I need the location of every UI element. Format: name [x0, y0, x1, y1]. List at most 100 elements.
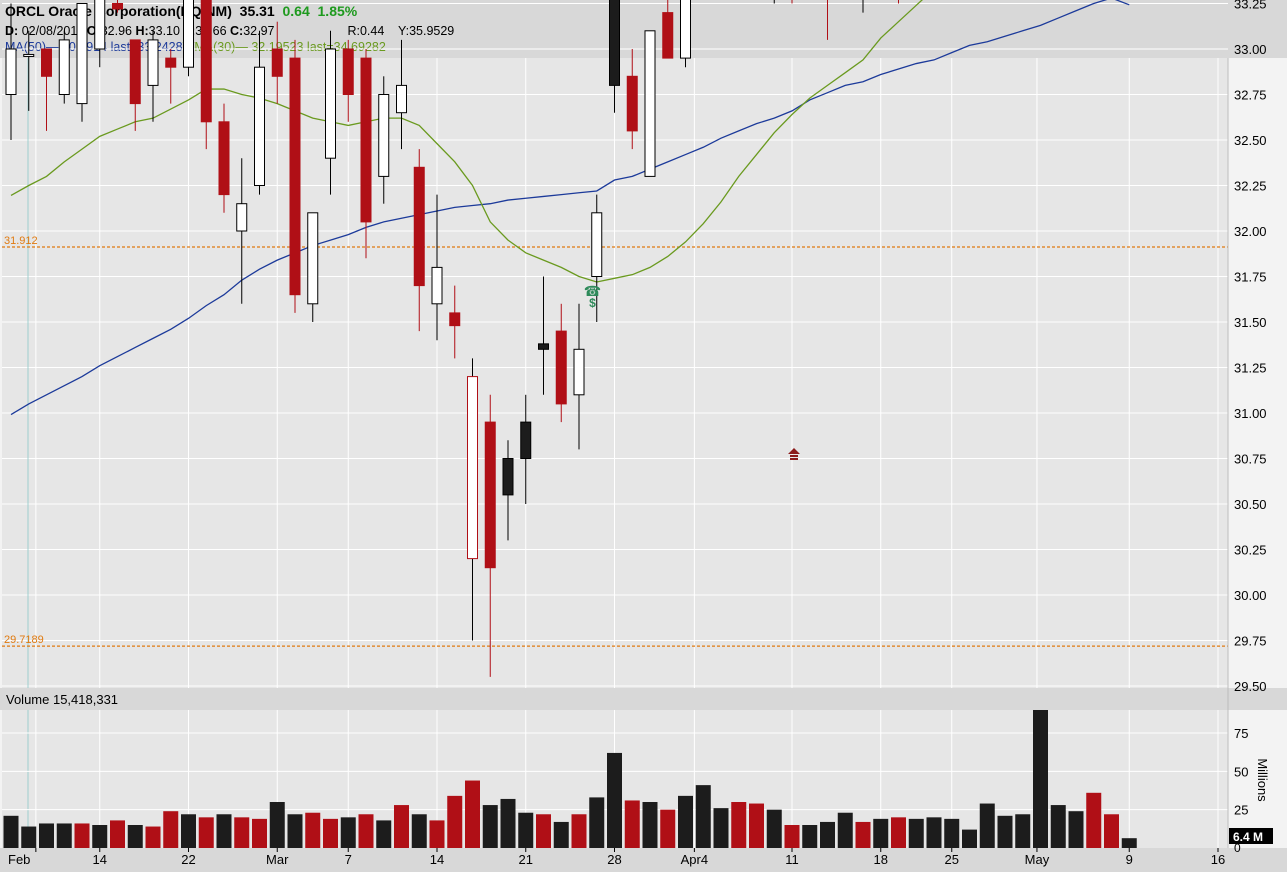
candle	[626, 49, 638, 150]
date-value: 02/08/2011	[21, 24, 84, 38]
candle-body	[538, 343, 549, 350]
open-value: 32.96	[100, 24, 132, 38]
candle	[520, 394, 532, 504]
x-tick-label: 28	[607, 852, 621, 867]
candle	[360, 49, 372, 259]
volume-bar	[607, 752, 622, 848]
split-arrow-icon	[788, 448, 800, 460]
candle	[573, 303, 585, 450]
volume-bar	[536, 814, 551, 848]
candle	[289, 39, 301, 313]
volume-bar	[1015, 814, 1031, 848]
volume-axis-label: Millions	[1255, 758, 1270, 802]
volume-bar	[1086, 792, 1102, 848]
volume-bar	[571, 814, 587, 848]
volume-bar	[252, 818, 267, 848]
wma30-line	[10, 0, 923, 283]
candle	[644, 30, 656, 177]
candle-body	[360, 57, 372, 223]
volume-bar	[500, 798, 516, 848]
volume-bar	[465, 780, 480, 848]
dividend-icon: $	[589, 296, 596, 310]
candle-body	[58, 39, 70, 95]
candle-body	[183, 0, 194, 68]
candle	[58, 30, 70, 104]
candle-body	[431, 266, 443, 305]
volume-bar	[660, 809, 676, 848]
ma50-line	[10, 0, 1130, 416]
candle	[431, 194, 443, 341]
r-value: 0.44	[359, 24, 385, 38]
x-tick-label: Apr4	[681, 852, 708, 867]
volume-bar	[926, 817, 942, 848]
candle	[129, 39, 141, 131]
candle	[271, 21, 283, 104]
price-tick-label: 30.50	[1234, 497, 1267, 512]
volume-bar	[1121, 838, 1137, 848]
close-label: C:	[230, 24, 244, 38]
y-label: Y:	[397, 24, 410, 38]
volume-bar	[979, 803, 995, 848]
volume-bar	[482, 805, 498, 848]
candle-body	[76, 3, 88, 105]
current-volume-tag	[1229, 828, 1273, 844]
candle-body	[680, 0, 691, 59]
volume-bar	[837, 812, 853, 848]
candle	[165, 49, 177, 104]
volume-bar	[447, 795, 463, 848]
volume-tick-label: 25	[1234, 803, 1248, 818]
candle	[898, 0, 899, 4]
price-change-pct: 1.85%	[317, 3, 358, 19]
candle-body	[236, 203, 248, 232]
candle-body	[5, 48, 17, 95]
candle	[538, 276, 549, 395]
price-tick-label: 29.50	[1234, 679, 1267, 694]
volume-bar	[1068, 811, 1084, 848]
candle-body	[325, 48, 336, 159]
volume-bar	[92, 825, 108, 848]
volume-bar	[287, 814, 303, 848]
candle	[41, 48, 52, 131]
volume-bar	[234, 817, 250, 848]
candle	[555, 303, 567, 423]
volume-bar	[394, 805, 409, 848]
candle	[773, 0, 775, 4]
phone-icon: ☎	[584, 283, 601, 299]
price-tick-label: 33.25	[1234, 0, 1267, 12]
volume-zero-label: 0	[1234, 841, 1241, 855]
volume-bar	[962, 829, 977, 848]
volume-bar	[802, 825, 818, 848]
volume-bar	[518, 812, 534, 848]
candle-body	[662, 12, 674, 59]
volume-bar	[731, 802, 747, 848]
candle	[449, 285, 461, 359]
volume-bar	[1104, 814, 1119, 848]
volume-bar	[358, 814, 374, 848]
candle-body	[218, 121, 230, 196]
volume-bar	[997, 815, 1013, 848]
candle-body	[573, 348, 585, 396]
price-tick-label: 33.00	[1234, 42, 1267, 57]
candle-body	[200, 0, 212, 123]
candle	[307, 212, 319, 322]
candle	[791, 0, 793, 4]
x-tick-label: 25	[945, 852, 959, 867]
candle-body	[609, 0, 620, 86]
candle	[484, 394, 496, 677]
volume-bar	[908, 818, 924, 848]
x-tick-label: 16	[1211, 852, 1225, 867]
volume-bar	[678, 795, 693, 848]
x-tick-label: 11	[785, 852, 799, 867]
candle-body	[254, 66, 265, 186]
volume-bar	[749, 803, 764, 848]
x-axis-bg	[0, 848, 1287, 872]
volume-bar	[323, 818, 338, 848]
candle	[218, 103, 230, 213]
volume-bar	[891, 817, 906, 848]
x-tick-label: 14	[93, 852, 107, 867]
candle	[662, 0, 674, 59]
candle	[342, 39, 354, 122]
last-price: 35.31	[239, 3, 275, 19]
price-tick-label: 32.50	[1234, 133, 1267, 148]
date-label: D:	[5, 24, 19, 38]
